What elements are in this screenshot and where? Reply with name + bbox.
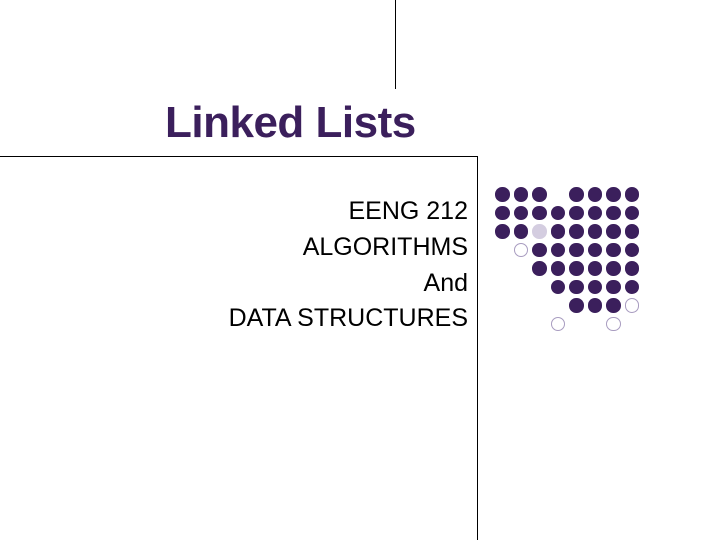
dot-icon xyxy=(569,243,584,258)
dot-icon xyxy=(532,261,547,276)
slide-subtitle: EENG 212 ALGORITHMS And DATA STRUCTURES xyxy=(0,195,468,338)
dot-icon xyxy=(606,224,621,239)
dot-icon xyxy=(588,243,603,258)
dot-icon xyxy=(514,187,529,202)
dot-icon xyxy=(495,206,510,221)
dot-icon xyxy=(532,187,547,202)
dot-icon xyxy=(532,243,547,258)
dot-icon xyxy=(532,280,547,295)
dot-icon xyxy=(551,317,566,332)
dot-icon xyxy=(551,261,566,276)
dot-icon xyxy=(551,298,566,313)
dot-icon xyxy=(495,224,510,239)
dot-icon xyxy=(495,317,510,332)
dot-icon xyxy=(606,243,621,258)
dot-icon xyxy=(606,298,621,313)
dot-icon xyxy=(514,261,529,276)
dot-icon xyxy=(588,280,603,295)
slide-title: Linked Lists xyxy=(165,98,416,148)
dot-icon xyxy=(532,224,547,239)
dot-icon xyxy=(514,280,529,295)
dot-icon xyxy=(606,261,621,276)
dot-icon xyxy=(514,243,529,258)
dot-icon xyxy=(588,224,603,239)
dot-icon xyxy=(606,187,621,202)
dot-icon xyxy=(606,280,621,295)
dot-icon xyxy=(588,298,603,313)
dot-icon xyxy=(514,206,529,221)
dot-icon xyxy=(569,261,584,276)
decorative-dot-grid xyxy=(495,187,643,335)
dot-icon xyxy=(532,206,547,221)
dot-icon xyxy=(625,206,640,221)
dot-icon xyxy=(606,206,621,221)
vertical-line-top xyxy=(395,0,396,89)
dot-icon xyxy=(588,317,603,332)
dot-icon xyxy=(532,317,547,332)
dot-icon xyxy=(588,206,603,221)
dot-icon xyxy=(551,224,566,239)
subtitle-line: DATA STRUCTURES xyxy=(0,302,468,336)
dot-icon xyxy=(569,206,584,221)
dot-icon xyxy=(551,206,566,221)
dot-icon xyxy=(625,261,640,276)
dot-icon xyxy=(625,298,640,313)
dot-icon xyxy=(514,317,529,332)
subtitle-line: EENG 212 xyxy=(0,195,468,229)
dot-icon xyxy=(514,224,529,239)
dot-icon xyxy=(569,224,584,239)
dot-icon xyxy=(569,187,584,202)
dot-icon xyxy=(569,317,584,332)
dot-icon xyxy=(495,280,510,295)
dot-icon xyxy=(625,224,640,239)
dot-icon xyxy=(514,298,529,313)
dot-icon xyxy=(625,243,640,258)
dot-icon xyxy=(588,187,603,202)
dot-icon xyxy=(495,261,510,276)
dot-icon xyxy=(625,280,640,295)
dot-icon xyxy=(495,187,510,202)
dot-icon xyxy=(606,317,621,332)
dot-icon xyxy=(588,261,603,276)
dot-icon xyxy=(551,243,566,258)
horizontal-line xyxy=(0,156,478,157)
dot-icon xyxy=(495,298,510,313)
dot-icon xyxy=(551,187,566,202)
dot-icon xyxy=(625,187,640,202)
vertical-line-right xyxy=(477,156,478,540)
dot-icon xyxy=(569,280,584,295)
subtitle-line: And xyxy=(0,267,468,301)
dot-icon xyxy=(532,298,547,313)
dot-icon xyxy=(625,317,640,332)
subtitle-line: ALGORITHMS xyxy=(0,231,468,265)
dot-icon xyxy=(569,298,584,313)
dot-icon xyxy=(551,280,566,295)
dot-icon xyxy=(495,243,510,258)
